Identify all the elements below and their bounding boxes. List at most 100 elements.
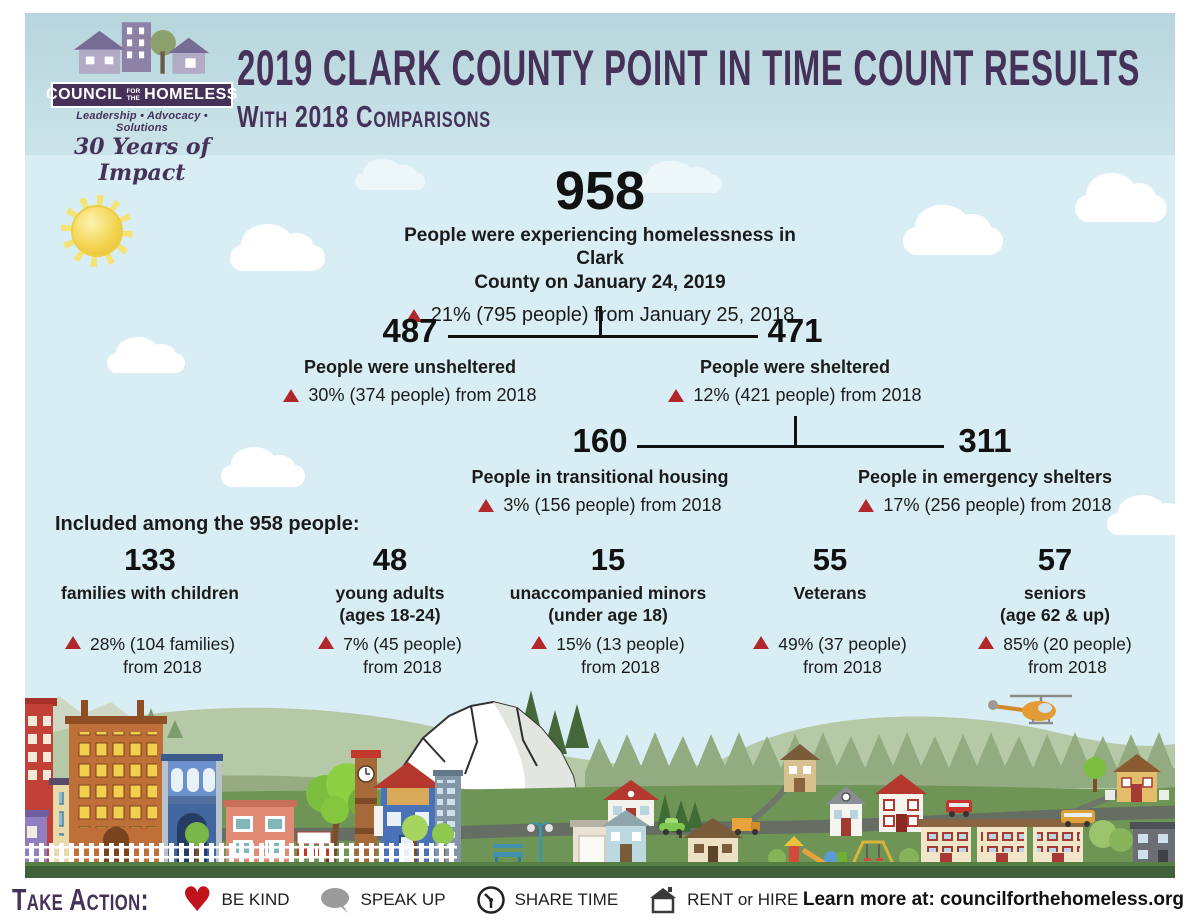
families-change-text: 28% (104 families) from 2018 [90,634,235,677]
helicopter-icon [988,694,1072,725]
increase-triangle-icon [531,636,548,650]
cloud-icon [1075,173,1167,222]
seniors-change-text: 85% (20 people) from 2018 [1003,634,1132,677]
transitional-change-text: 3% (156 people) from 2018 [503,494,722,515]
total-change: 21% (795 people) from January 25, 2018 [380,304,820,327]
emergency-shelter-stat: 311 People in emergency shelters 17% (25… [835,422,1135,516]
total-change-text: 21% (795 people) from January 25, 2018 [430,303,795,326]
red-bus [946,800,972,817]
total-stat: 958 People were experiencing homelessnes… [380,163,820,327]
unsheltered-change-text: 30% (374 people) from 2018 [308,384,537,405]
tree-connector-line [794,416,797,447]
minors-count: 15 [590,542,626,577]
transitional-label: People in transitional housing [471,467,729,488]
logo-council-text: COUNCIL [46,86,123,103]
transitional-housing-stat: 160 People in transitional housing 3% (1… [450,422,750,516]
minors-stat: 15 unaccompanied minors (under age 18) 1… [498,542,718,679]
unsheltered-label: People were unsheltered [303,357,517,378]
logo-homeless-text: HOMELESS [144,86,238,103]
clock-tower [351,750,381,864]
increase-triangle-icon [753,636,770,650]
street-sign [296,831,332,864]
veterans-label: Veterans [793,583,867,604]
minors-change: 15% (13 people) from 2018 [498,633,718,679]
house-icon [650,886,677,913]
orange-truck [732,818,760,835]
corner-house [1084,754,1169,802]
sheltered-change: 12% (421 people) from 2018 [645,385,945,406]
grass-edge [25,862,1175,867]
unsheltered-count: 487 [382,312,438,349]
action-be-kind: ♥ BE KIND [182,879,290,920]
page-title: 2019 CLARK COUNTY POINT IN TIME COUNT RE… [237,40,1141,96]
sheltered-count: 471 [767,312,823,349]
cloud-icon [355,159,425,190]
heart-icon: ♥ [182,879,213,920]
learn-more-link[interactable]: Learn more at: councilforthehomeless.org [802,888,1184,910]
white-red-two-story [875,774,927,832]
green-car [659,818,685,835]
logo-for-the-text: FOR THE [126,88,140,102]
emergency-change: 17% (256 people) from 2018 [835,495,1135,516]
sheltered-label: People were sheltered [699,357,891,378]
increase-triangle-icon [478,498,495,512]
cloud-icon [903,204,1003,255]
action-label: SPEAK UP [360,889,446,909]
street-lamp [527,822,553,864]
unsheltered-change: 30% (374 people) from 2018 [260,385,560,406]
page-subtitle: With 2018 Comparisons [237,99,491,134]
sun-icon [61,195,133,267]
tree-connector-line [637,445,944,448]
action-label: RENT or HIRE [687,889,799,909]
sun-core [71,205,123,257]
sheltered-change-text: 12% (421 people) from 2018 [693,384,922,405]
logo-banner: COUNCIL FOR THE HOMELESS [46,82,237,108]
orange-building [65,700,167,864]
cloud-icon [221,447,305,487]
increase-triangle-icon [405,308,422,322]
veterans-change: 49% (37 people) from 2018 [720,633,940,679]
increase-triangle-icon [65,636,82,650]
tan-two-story-house [780,744,820,792]
cloud-icon [637,160,722,193]
seniors-label: seniors (age 62 & up) [1000,583,1110,625]
emergency-change-text: 17% (256 people) from 2018 [883,494,1112,515]
logo-tagline: Leadership • Advocacy • Solutions [76,110,208,134]
take-action-footer: Take Action: ♥ BE KIND SPEAK UP SHARE TI… [0,878,1200,921]
white-garage [570,820,614,865]
families-count: 133 [124,542,176,577]
action-rent-or-hire: RENT or HIRE [648,885,798,915]
logo-anniversary: 30 Years of Impact [73,134,211,186]
logo-illustration [73,22,210,74]
clock-icon [476,885,505,914]
young-adults-change-text: 7% (45 people) from 2018 [343,634,462,677]
gray-highrise [433,770,463,864]
action-label: SHARE TIME [514,889,619,909]
white-dormer-house [826,786,866,836]
action-share-time: SHARE TIME [476,885,619,915]
emergency-label: People in emergency shelters [857,467,1113,488]
cloud-icon [230,224,325,271]
families-stat: 133 families with children 28% (104 fami… [40,542,260,679]
speech-bubble-icon [320,887,349,913]
town-scene-illustration [25,690,1175,878]
demographics-heading: Included among the 958 people: [55,513,360,535]
cloud-icon [107,337,185,373]
header-band: COUNCIL FOR THE HOMELESS Leadership • Ad… [25,13,1175,186]
veterans-count: 55 [812,542,848,577]
seniors-change: 85% (20 people) from 2018 [945,633,1165,679]
sheltered-stat: 471 People were sheltered 12% (421 peopl… [645,312,945,406]
bench [493,844,523,865]
seniors-count: 57 [1037,542,1073,577]
snow-mountain [381,700,579,797]
apartment-buildings [918,819,1086,867]
families-change: 28% (104 families) from 2018 [40,633,260,679]
org-logo: COUNCIL FOR THE HOMELESS Leadership • Ad… [46,19,237,186]
increase-triangle-icon [668,388,685,402]
tree-connector-line [599,306,602,337]
action-speak-up: SPEAK UP [320,886,446,914]
emergency-count: 311 [958,422,1012,459]
increase-triangle-icon [858,498,875,512]
cloud-icon [1107,495,1175,535]
gray-house [1089,820,1175,866]
